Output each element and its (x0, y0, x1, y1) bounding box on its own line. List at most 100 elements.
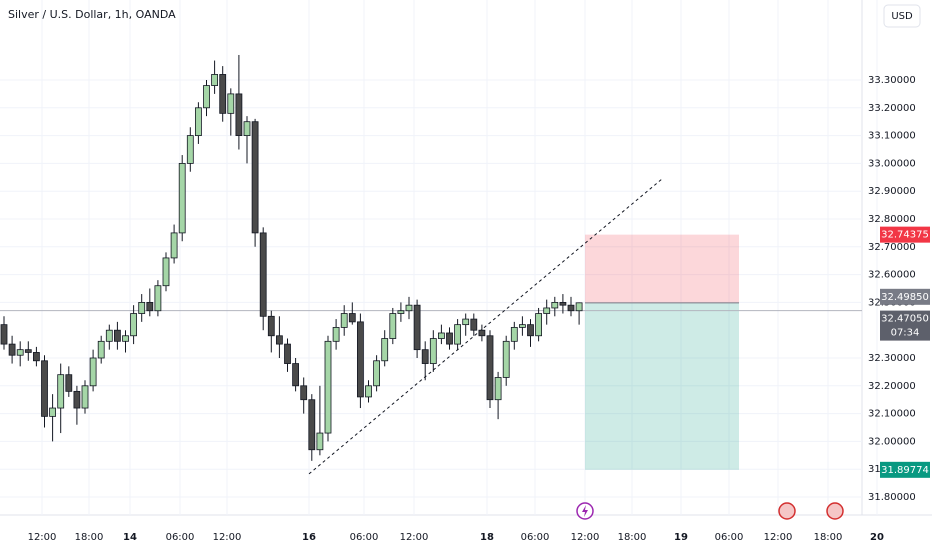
x-tick-label: 06:00 (166, 532, 195, 543)
candle-body (356, 321, 364, 398)
candle-body (405, 304, 413, 312)
stop-zone (585, 234, 739, 303)
candle-body (470, 318, 478, 331)
candle-body (381, 338, 389, 362)
x-tick-label: 18 (480, 532, 494, 543)
candle-body (502, 340, 510, 378)
candle-body (308, 399, 316, 451)
price-tag-label: 32.47050 (881, 314, 929, 325)
x-tick-label: 06:00 (350, 532, 379, 543)
candle-body (292, 363, 300, 387)
candle-body (122, 335, 129, 342)
candle-body (478, 329, 486, 337)
candle-body (421, 349, 429, 364)
price-tag (880, 461, 930, 478)
y-tick-label: 31.80000 (868, 492, 916, 503)
candle-body (397, 310, 405, 314)
candle-body (365, 385, 372, 398)
countdown: 07:34 (891, 328, 920, 339)
candle-body (551, 301, 559, 309)
candle-body (510, 327, 518, 342)
candle-body (219, 74, 227, 114)
y-tick-label: 32.00000 (868, 436, 916, 447)
x-tick-label: 06:00 (715, 532, 744, 543)
event-icons (576, 502, 844, 520)
event-icon[interactable] (826, 502, 844, 520)
candle-body (413, 304, 421, 351)
candle-body (73, 390, 81, 409)
candle-body (332, 327, 340, 342)
candle-body (211, 74, 219, 86)
x-tick-label: 18:00 (618, 532, 647, 543)
candle-body (454, 324, 462, 345)
candle-body (235, 93, 243, 137)
candle-body (527, 324, 534, 337)
candle-body (8, 343, 16, 356)
currency[interactable]: USD (891, 11, 913, 22)
candle-body (259, 232, 267, 317)
candle-body (186, 135, 194, 164)
y-tick-label: 32.70000 (868, 242, 916, 253)
y-tick-label: 32.10000 (868, 409, 916, 420)
candle-body (227, 93, 235, 114)
currency-button[interactable] (883, 4, 921, 28)
candle-body (316, 432, 324, 451)
y-tick-label: 32.20000 (868, 381, 916, 392)
price-tag-label: 31.89774 (881, 465, 929, 476)
candle-body (178, 162, 186, 234)
y-tick-label: 33.30000 (868, 75, 916, 86)
candle-body (300, 385, 308, 401)
candle-body (81, 385, 89, 409)
candle-body (146, 301, 154, 312)
candle-body (24, 349, 32, 353)
y-tick-label: 32.30000 (868, 353, 916, 364)
candle-body (275, 335, 283, 345)
candle-body (114, 329, 121, 342)
price-tag-label: 32.74375 (881, 230, 929, 241)
candle-body (535, 313, 542, 337)
x-tick-label: 12:00 (28, 532, 57, 543)
candle-body (194, 107, 202, 137)
event-bolt (582, 505, 588, 517)
candle-body (41, 360, 48, 417)
x-tick-label: 06:00 (521, 532, 550, 543)
candle-body (575, 302, 583, 312)
x-tick-label: 14 (123, 532, 137, 543)
y-tick-label: 33.00000 (868, 158, 916, 169)
price-tag-label: 32.49850 (881, 292, 929, 303)
candle-body (494, 377, 502, 401)
target-zone (585, 302, 739, 470)
candle-body (429, 338, 437, 364)
x-tick-label: 16 (302, 532, 316, 543)
x-tick-label: 20 (870, 532, 884, 543)
labels: 31.8000031.9000032.0000032.1000032.20000… (28, 75, 930, 543)
x-tick-label: 12:00 (764, 532, 793, 543)
candle-body (65, 374, 73, 392)
candle-body (284, 343, 291, 364)
candle-body (154, 285, 162, 312)
candle-body (559, 301, 567, 306)
candle-body (519, 324, 526, 328)
candle-body (389, 313, 397, 339)
candle-body (170, 232, 178, 259)
candle-body (57, 374, 65, 409)
price-tag (880, 310, 930, 341)
candle-body (543, 307, 551, 314)
candle-body (243, 121, 251, 136)
candle-body (324, 340, 332, 434)
x-tick-label: 18:00 (814, 532, 843, 543)
candle-body (348, 313, 356, 323)
candle-body (203, 85, 210, 109)
candle-body (462, 318, 470, 326)
position-tool (0, 177, 862, 475)
x-tick-label: 12:00 (571, 532, 600, 543)
price-tag (880, 226, 930, 243)
chart-title: Silver / U.S. Dollar, 1h, OANDA (8, 8, 176, 21)
x-tick-label: 12:00 (213, 532, 242, 543)
candle-body (33, 352, 40, 362)
event-icon[interactable] (778, 502, 796, 520)
y-tick-label: 32.80000 (868, 214, 916, 225)
candle-body (162, 257, 170, 287)
candle-body (446, 332, 453, 345)
x-tick-label: 18:00 (75, 532, 104, 543)
